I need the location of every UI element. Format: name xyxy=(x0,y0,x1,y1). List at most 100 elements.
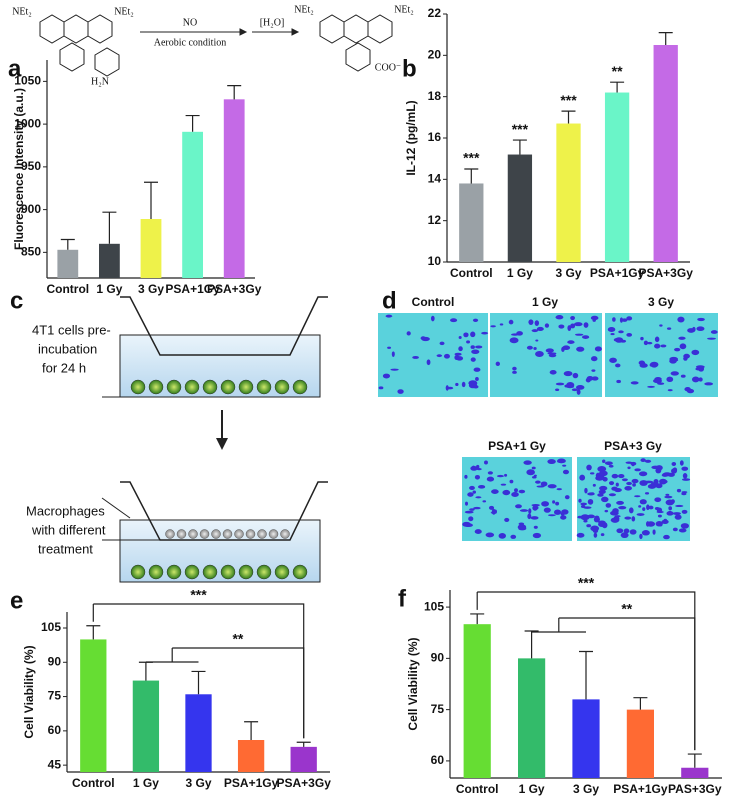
stained-cell xyxy=(590,315,599,321)
bar xyxy=(572,699,600,778)
y-axis-label: Fluorescence Intensity (a.u.) xyxy=(12,88,26,250)
macrophage xyxy=(176,529,187,539)
stained-cell xyxy=(657,514,662,518)
y-axis-label: IL-12 (pg/mL) xyxy=(404,100,418,175)
amine: H₂N xyxy=(91,76,109,87)
image-label: 1 Gy xyxy=(532,295,558,309)
stained-cell xyxy=(475,496,482,499)
stained-cell xyxy=(681,466,689,471)
bar xyxy=(626,709,654,778)
stained-cell xyxy=(562,469,570,475)
cell xyxy=(256,564,272,580)
stained-cell xyxy=(683,353,690,359)
stained-cell xyxy=(587,514,595,519)
stained-cell xyxy=(471,465,476,470)
stained-cell xyxy=(626,481,633,486)
y-tick-label: 10 xyxy=(428,254,442,268)
y-tick-label: 1000 xyxy=(14,116,41,130)
error-bar xyxy=(144,181,158,220)
bar xyxy=(237,740,265,772)
stained-cell xyxy=(468,516,474,522)
stained-cell xyxy=(469,508,475,511)
cell xyxy=(184,379,200,395)
stained-cell xyxy=(634,495,641,498)
stained-cell xyxy=(610,333,615,336)
stained-cell xyxy=(461,381,466,388)
stained-cell xyxy=(470,331,476,338)
y-tick-label: 75 xyxy=(431,702,445,716)
diagram-text: 4T1 cells pre- xyxy=(32,322,111,337)
stained-cell xyxy=(661,519,669,524)
stained-cell xyxy=(533,474,537,477)
stained-cell xyxy=(458,346,463,352)
stained-cell xyxy=(391,351,395,357)
x-tick-label: PSA+3Gy xyxy=(277,776,332,790)
stained-cell xyxy=(540,481,548,487)
stained-cell xyxy=(592,483,596,487)
stained-cell xyxy=(443,353,450,359)
error-bar xyxy=(470,613,485,625)
bar xyxy=(518,658,546,778)
cell xyxy=(184,564,200,580)
stained-cell xyxy=(510,534,517,539)
stained-cell xyxy=(535,351,544,357)
stained-cell xyxy=(620,532,629,539)
image-label: PSA+3 Gy xyxy=(604,439,662,453)
image-label: Control xyxy=(412,295,455,309)
stained-cell xyxy=(615,363,621,368)
error-bar xyxy=(633,697,648,710)
stained-cell xyxy=(519,509,529,512)
stained-cell xyxy=(624,485,633,491)
macrophage xyxy=(199,529,210,539)
cell xyxy=(148,564,164,580)
stained-cell xyxy=(630,381,639,385)
stained-cell xyxy=(607,326,616,332)
bar xyxy=(463,624,491,778)
stained-cell xyxy=(598,489,606,495)
stained-cell xyxy=(684,386,691,392)
stained-cell xyxy=(642,507,646,511)
stained-cell xyxy=(560,515,567,520)
bar xyxy=(80,639,107,772)
stained-cell xyxy=(601,496,609,503)
group: NEt₂ xyxy=(114,6,134,17)
condition: Aerobic condition xyxy=(154,37,226,48)
stained-cell xyxy=(561,509,569,515)
stained-cell xyxy=(691,349,700,356)
stained-cell xyxy=(566,385,575,389)
stained-cell xyxy=(648,505,654,510)
significance: *** xyxy=(578,575,595,591)
macrophage xyxy=(222,529,233,539)
stained-cell xyxy=(502,489,511,496)
stained-cell xyxy=(575,385,585,390)
bracket xyxy=(531,617,696,751)
stained-cell xyxy=(532,532,542,539)
stained-cell xyxy=(535,339,539,342)
stained-cell xyxy=(511,491,519,497)
y-axis-label: Cell Viability (%) xyxy=(406,637,420,730)
stained-cell xyxy=(468,380,478,387)
stained-cell xyxy=(512,370,517,374)
y-tick-label: 105 xyxy=(424,599,444,613)
stained-cell xyxy=(528,508,532,515)
stained-cell xyxy=(652,529,656,535)
x-tick-label: PSA+1Gy xyxy=(165,282,220,296)
stained-cell xyxy=(536,485,545,488)
stained-cell xyxy=(590,525,600,532)
significance: *** xyxy=(560,92,577,108)
error-bar xyxy=(227,85,242,100)
y-tick-label: 1050 xyxy=(14,74,41,88)
stained-cell xyxy=(497,474,504,478)
stained-cell xyxy=(555,382,565,386)
bar xyxy=(556,123,581,263)
stained-cell xyxy=(474,529,482,535)
bar xyxy=(185,694,212,772)
x-tick-label: 3 Gy xyxy=(138,282,164,296)
significance: *** xyxy=(512,121,529,137)
step2: [H₂O] xyxy=(260,17,285,28)
stained-cell xyxy=(675,504,684,508)
stained-cell xyxy=(583,322,589,328)
y-tick-label: 16 xyxy=(428,130,442,144)
x-tick-label: Control xyxy=(72,776,115,790)
bar xyxy=(223,99,245,278)
